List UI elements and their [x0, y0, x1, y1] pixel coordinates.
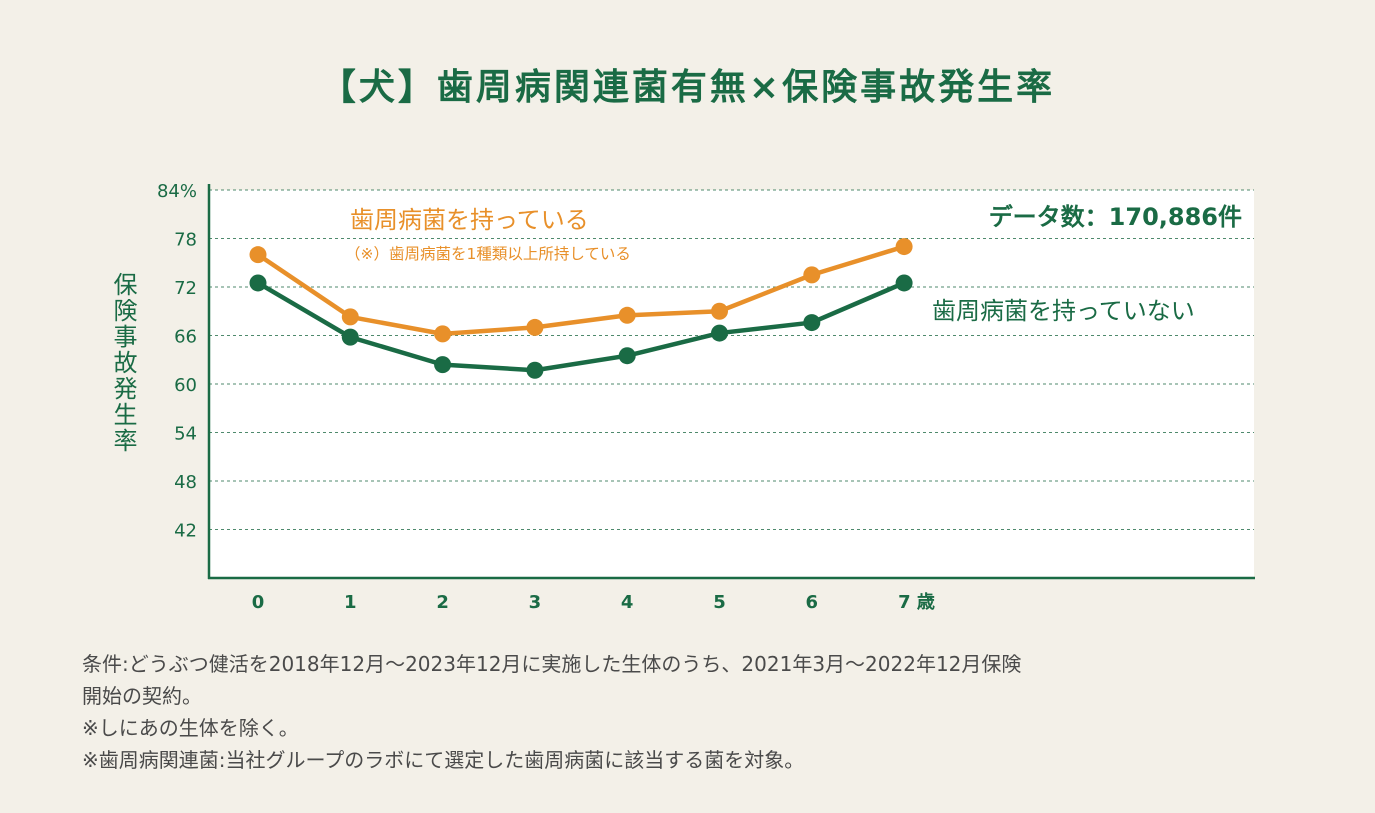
y-tick-label: 84%: [157, 181, 197, 202]
data-point-s1-3: [526, 361, 544, 379]
y-tick-label: 60: [174, 375, 197, 396]
footnote-definition: ※歯周病関連菌:当社グループのラボにて選定した歯周病菌に該当する菌を対象。: [82, 748, 805, 772]
x-tick-label: 7 歳: [898, 592, 935, 613]
chart-title: 【犬】歯周病関連菌有無×保険事故発生率: [319, 67, 1056, 108]
y-axis-label: 保険事故発生率: [109, 272, 137, 454]
data-point-s1-5: [711, 324, 728, 342]
data-point-s0-5: [711, 302, 728, 320]
series-line-0: [256, 244, 905, 337]
legend-with-bacteria-note: （※）歯周病菌を1種類以上所持している: [345, 245, 631, 263]
y-tick-label: 72: [174, 278, 197, 299]
footnotes: 条件:どうぶつ健活を2018年12月〜2023年12月に実施した生体のうち、20…: [82, 648, 1332, 776]
data-point-s1-1: [341, 328, 359, 346]
y-tick-label: 54: [174, 424, 197, 445]
x-tick-label: 2: [436, 592, 449, 613]
y-tick-labels: 42 48 54 60 66 72 78 84%: [157, 181, 197, 542]
series-line-1: [256, 280, 905, 373]
x-tick-label: 6: [806, 592, 819, 613]
x-tick-label: 1: [344, 592, 357, 613]
data-point-s0-0: [249, 246, 267, 264]
data-point-s1-6: [803, 314, 821, 332]
gridlines: [209, 189, 1254, 530]
series-group: [249, 238, 913, 379]
footnote-exclusion: ※しにあの生体を除く。: [82, 716, 299, 740]
data-point-s1-4: [618, 347, 636, 365]
footnote-conditions-cont: 開始の契約。: [82, 684, 202, 708]
footnote-conditions: 条件:どうぶつ健活を2018年12月〜2023年12月に実施した生体のうち、20…: [82, 652, 1022, 676]
data-point-s0-4: [618, 306, 636, 324]
x-tick-label: 5: [713, 592, 726, 613]
data-point-s0-3: [526, 318, 544, 336]
data-point-s0-7: [895, 238, 913, 256]
x-tick-label: 4: [621, 592, 634, 613]
y-tick-label: 66: [174, 327, 197, 348]
data-point-s1-2: [434, 356, 452, 374]
data-point-s1-7: [895, 274, 913, 292]
data-point-s1-0: [249, 274, 267, 292]
x-tick-label: 0: [252, 592, 265, 613]
y-tick-label: 78: [174, 230, 197, 251]
legend-with-bacteria: 歯周病菌を持っている: [350, 206, 589, 234]
x-tick-labels: 0 1 2 3 4 5 6 7 歳: [252, 592, 935, 613]
data-point-s0-1: [341, 308, 359, 326]
data-count: データ数：170,886件: [989, 203, 1242, 231]
legend-without-bacteria: 歯周病菌を持っていない: [932, 297, 1195, 325]
y-tick-label: 48: [174, 472, 197, 493]
data-point-s0-6: [803, 266, 821, 284]
x-tick-label: 3: [529, 592, 542, 613]
y-tick-label: 42: [174, 521, 197, 542]
data-point-s0-2: [434, 325, 452, 343]
